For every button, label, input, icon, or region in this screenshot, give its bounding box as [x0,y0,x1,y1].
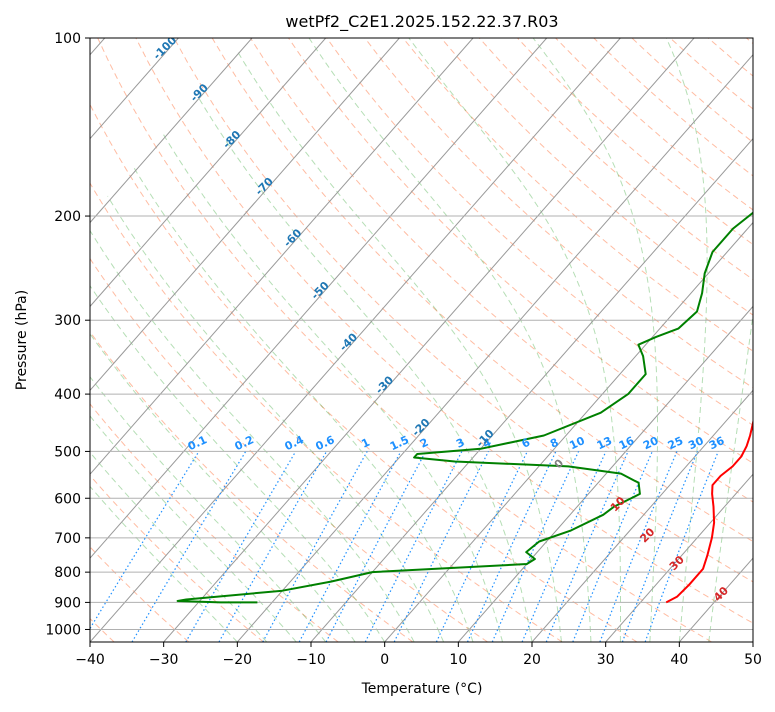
y-tick-label: 200 [54,209,81,225]
x-tick-label: 20 [523,652,541,668]
isotherm-line [753,38,775,642]
x-tick-label: 30 [597,652,615,668]
y-tick-label: 300 [54,313,81,329]
y-tick-label: 500 [54,444,81,460]
y-tick-label: 600 [54,491,81,507]
x-tick-label: −40 [75,652,105,668]
x-tick-label: 10 [449,652,467,668]
y-tick-label: 700 [54,531,81,547]
y-tick-label: 400 [54,387,81,403]
x-tick-label: 0 [380,652,389,668]
chart-title: wetPf2_C2E1.2025.152.22.37.R03 [285,12,558,32]
y-tick-label: 100 [54,31,81,47]
y-tick-label: 800 [54,565,81,581]
y-tick-label: 900 [54,595,81,611]
x-tick-label: −20 [223,652,253,668]
x-tick-label: 40 [670,652,688,668]
x-tick-label: 50 [744,652,762,668]
plot-area [90,38,753,642]
x-axis-title: Temperature (°C) [361,681,483,697]
y-tick-label: 1000 [45,622,81,638]
x-tick-label: −30 [149,652,179,668]
x-tick-label: −10 [296,652,326,668]
y-axis-title: Pressure (hPa) [14,290,30,390]
